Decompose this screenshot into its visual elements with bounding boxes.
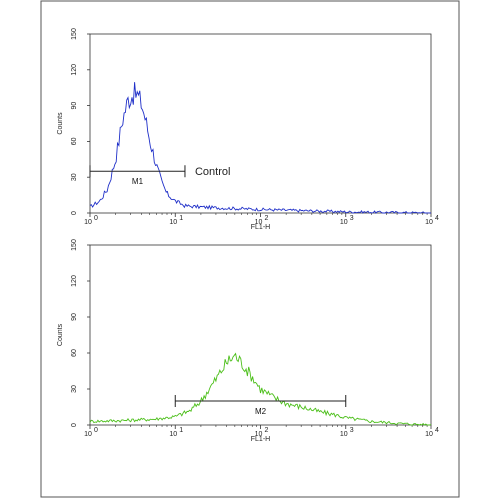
x-tick-label: 10 bbox=[255, 431, 263, 438]
y-tick-label: 120 bbox=[71, 275, 78, 287]
y-tick-label: 150 bbox=[71, 28, 78, 40]
x-tick-label: 10 bbox=[255, 219, 263, 226]
x-axis-label: FL1-H bbox=[251, 224, 270, 231]
x-tick-exponent: 4 bbox=[435, 427, 439, 434]
y-tick-label: 0 bbox=[71, 423, 78, 427]
gate-label: M2 bbox=[255, 407, 267, 416]
x-tick-exponent: 3 bbox=[350, 427, 354, 434]
histogram-panel-bottom: 0306090120150100101102103104FL1-HCountsM… bbox=[57, 239, 439, 443]
y-tick-label: 30 bbox=[71, 173, 78, 181]
y-tick-label: 60 bbox=[71, 349, 78, 357]
x-tick-label: 10 bbox=[340, 431, 348, 438]
x-tick-exponent: 1 bbox=[179, 215, 183, 222]
x-tick-label: 10 bbox=[84, 431, 92, 438]
x-tick-label: 10 bbox=[84, 219, 92, 226]
x-tick-exponent: 2 bbox=[265, 215, 269, 222]
histogram-panel-top: 0306090120150100101102103104FL1-HCountsM… bbox=[57, 28, 439, 231]
x-tick-label: 10 bbox=[169, 431, 177, 438]
x-tick-label: 10 bbox=[425, 219, 433, 226]
y-tick-label: 120 bbox=[71, 64, 78, 76]
y-axis-label: Counts bbox=[57, 112, 64, 135]
x-tick-label: 10 bbox=[425, 431, 433, 438]
y-tick-label: 150 bbox=[71, 239, 78, 251]
x-tick-exponent: 1 bbox=[179, 427, 183, 434]
y-tick-label: 90 bbox=[71, 313, 78, 321]
gate-label: M1 bbox=[132, 177, 144, 186]
histogram-series-line bbox=[89, 352, 432, 426]
x-tick-exponent: 4 bbox=[435, 215, 439, 222]
x-axis-label: FL1-H bbox=[251, 436, 270, 443]
x-tick-exponent: 0 bbox=[94, 427, 98, 434]
x-tick-label: 10 bbox=[169, 219, 177, 226]
y-tick-label: 90 bbox=[71, 102, 78, 110]
x-tick-exponent: 3 bbox=[350, 215, 354, 222]
y-tick-label: 30 bbox=[71, 385, 78, 393]
y-tick-label: 60 bbox=[71, 137, 78, 145]
outer-border bbox=[40, 0, 460, 498]
x-tick-label: 10 bbox=[340, 219, 348, 226]
y-tick-label: 0 bbox=[71, 211, 78, 215]
y-axis-label: Counts bbox=[57, 323, 64, 346]
x-tick-exponent: 2 bbox=[265, 427, 269, 434]
annotation-label: Control bbox=[195, 166, 230, 178]
histogram-series-line bbox=[89, 82, 432, 214]
x-tick-exponent: 0 bbox=[94, 215, 98, 222]
